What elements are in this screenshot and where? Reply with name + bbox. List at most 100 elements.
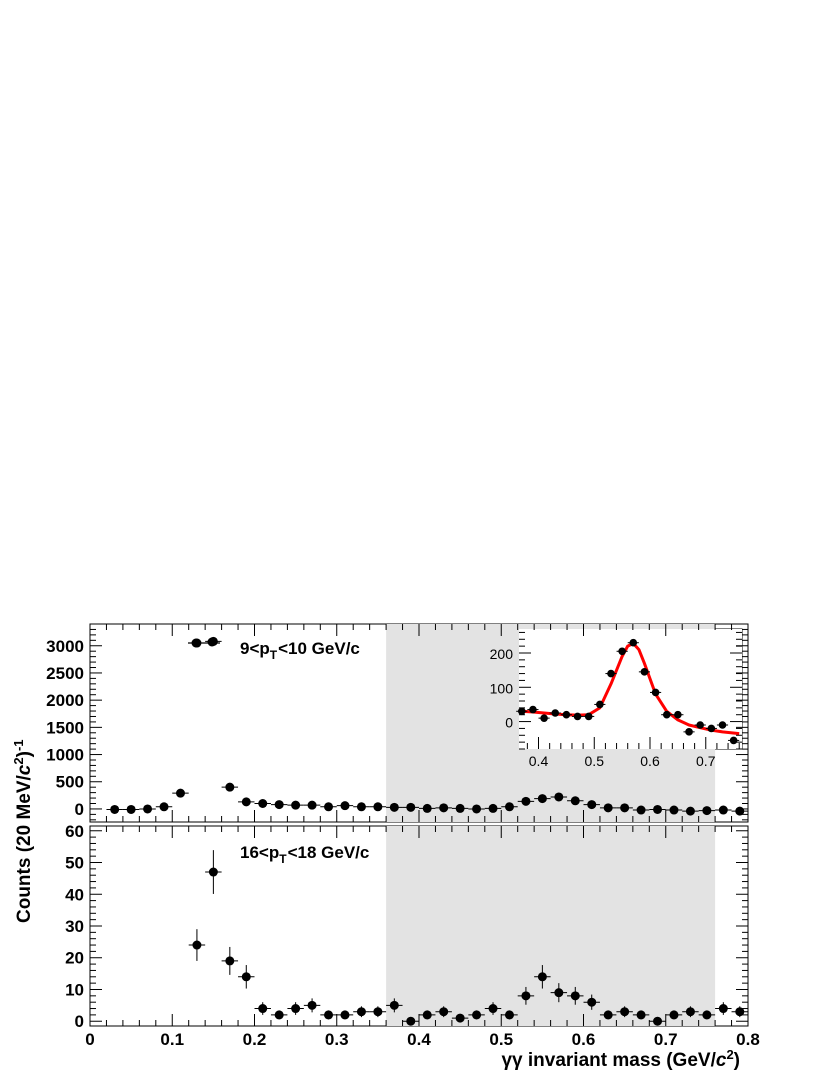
bottom-panel-ytick-label: 40	[65, 885, 84, 904]
top-panel-data-point	[422, 803, 432, 813]
bottom-panel-data-point	[472, 1010, 482, 1020]
top-panel-ytick-label: 0	[75, 800, 84, 819]
x-axis-title: γγ invariant mass (GeV/c2)	[501, 1047, 740, 1072]
inset-data-point	[640, 668, 649, 676]
top-panel-data-point	[340, 801, 350, 811]
top-panel-data-point	[439, 803, 449, 813]
bottom-panel-data-point	[735, 1007, 745, 1017]
inset-data-point	[540, 714, 548, 722]
top-panel-data-point	[685, 806, 695, 816]
bottom-panel-xtick-label: 0.1	[160, 1030, 184, 1049]
bottom-panel-signal-band	[386, 826, 716, 1026]
top-panel-data-point	[126, 804, 136, 814]
bottom-panel-xtick-label: 0.2	[243, 1030, 267, 1049]
top-panel-data-point	[324, 802, 334, 812]
top-panel-data-point	[373, 802, 383, 812]
top-panel-data-point	[620, 803, 630, 813]
bottom-panel-data-point	[587, 997, 597, 1007]
inset-data-point	[529, 705, 537, 714]
top-panel-data-point	[455, 803, 465, 813]
bottom-panel-data-point	[291, 1004, 301, 1014]
bottom-panel-label: 16<pT<18 GeV/c	[240, 843, 369, 866]
bottom-panel-data-point	[603, 1010, 613, 1020]
top-panel-data-point	[291, 800, 301, 810]
bottom-panel-ytick-label: 60	[65, 822, 84, 841]
bottom-panel-xtick-label: 0.4	[407, 1030, 431, 1049]
inset-data-point	[573, 712, 582, 721]
inset-data-point	[651, 688, 660, 697]
inset-data-point	[562, 710, 571, 719]
inset-xtick-label: 0.6	[640, 753, 660, 769]
bottom-panel-data-point	[653, 1016, 663, 1026]
inset-data-point	[707, 724, 716, 733]
bottom-panel-data-point	[702, 1010, 712, 1020]
bottom-panel-data-point	[620, 1007, 630, 1017]
legend	[188, 637, 220, 648]
top-panel-label: 9<pT<10 GeV/c	[240, 639, 360, 662]
bottom-panel-data-point	[406, 1016, 416, 1026]
top-panel-data-point	[472, 804, 482, 814]
bottom-panel-xtick-label: 0.3	[325, 1030, 349, 1049]
bottom-panel-data-point	[274, 1010, 284, 1020]
inset-xtick-label: 0.5	[585, 753, 605, 769]
top-panel-data-point	[274, 800, 284, 810]
bottom-panel-xtick-label: 0.8	[736, 1030, 760, 1049]
top-panel-data-point	[258, 799, 268, 809]
bottom-panel-ytick-label: 0	[75, 1012, 84, 1031]
bottom-panel-ytick-label: 50	[65, 854, 84, 873]
bottom-panel-data-point	[554, 988, 564, 998]
bottom-panel-data-point	[422, 1010, 432, 1020]
bottom-panel-xtick-label: 0	[85, 1030, 94, 1049]
top-panel-ytick-label: 1500	[46, 718, 84, 737]
bottom-panel-data-point	[258, 1004, 268, 1014]
top-panel-data-point	[636, 805, 646, 815]
top-panel-data-point	[307, 800, 317, 810]
bottom-panel-data-point	[389, 1000, 399, 1010]
bottom-panel-ytick-label: 10	[65, 980, 84, 999]
bottom-panel-data-point	[488, 1004, 498, 1014]
top-panel-data-point	[718, 805, 728, 815]
top-panel-ytick-label: 2000	[46, 691, 84, 710]
bottom-panel-xtick-label: 0.6	[572, 1030, 596, 1049]
inset-data-point	[685, 728, 693, 736]
bottom-panel-data-point	[636, 1010, 646, 1020]
y-axis-title: Counts (20 MeV/c2)-1	[11, 739, 36, 923]
top-panel-ytick-label: 3000	[46, 637, 84, 656]
top-panel-data-point	[488, 803, 498, 813]
bottom-panel-ytick-label: 20	[65, 949, 84, 968]
bottom-panel-data-point	[504, 1010, 514, 1020]
top-panel-data-point	[159, 802, 169, 812]
inset-xtick-label: 0.7	[696, 753, 716, 769]
inset-ytick-label: 200	[490, 646, 514, 662]
bottom-panel-data-point	[537, 972, 547, 982]
bottom-panel-data-point	[439, 1007, 449, 1017]
bottom-panel-data-point	[356, 1007, 366, 1017]
bottom-panel-data-point	[718, 1004, 728, 1014]
top-panel-data-point	[175, 788, 185, 798]
inset-xtick-label: 0.4	[529, 753, 549, 769]
top-panel-ytick-label: 2500	[46, 664, 84, 683]
bottom-panel-xtick-label: 0.5	[489, 1030, 513, 1049]
bottom-panel-data-point	[192, 940, 202, 950]
inset-data-point	[662, 710, 671, 719]
top-panel-data-point	[143, 804, 153, 814]
top-panel-ytick-label: 500	[56, 773, 84, 792]
bottom-panel-data-point	[208, 867, 218, 877]
inset-data-point	[596, 700, 604, 709]
top-panel-data-point	[537, 794, 547, 804]
bottom-panel-data-point	[307, 1000, 317, 1010]
bottom-panel-data-point	[570, 991, 580, 1001]
top-panel-data-point	[702, 806, 712, 816]
inset-data-point	[607, 669, 615, 678]
top-panel-data-point	[669, 805, 679, 815]
bottom-panel-data-point	[521, 991, 531, 1001]
top-panel-data-point	[603, 803, 613, 813]
bottom-panel-data-point	[373, 1007, 383, 1017]
inset-data-point	[718, 721, 727, 729]
inset-data-point	[674, 710, 682, 719]
top-panel-data-point	[504, 802, 514, 812]
top-panel-data-point	[389, 802, 399, 812]
top-panel-data-point	[241, 797, 251, 807]
top-panel-data-point	[110, 804, 120, 814]
